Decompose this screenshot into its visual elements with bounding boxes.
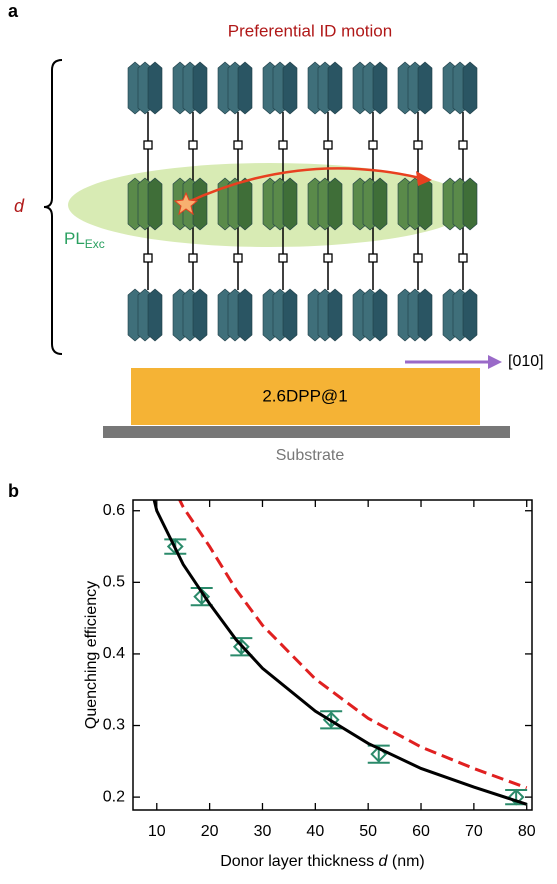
- x-tick-label: 80: [518, 823, 536, 840]
- y-tick-label: 0.6: [103, 502, 125, 519]
- x-tick-label: 60: [412, 823, 430, 840]
- layer-label: 2.6DPP@1: [262, 386, 347, 405]
- y-axis-label: Quenching efficiency: [83, 581, 100, 729]
- molecule-plate: [147, 288, 163, 342]
- diagram-title: Preferential ID motion: [228, 21, 392, 40]
- fit-curve: [152, 500, 528, 806]
- molecule-plate: [372, 61, 388, 115]
- linker-node: [278, 140, 288, 150]
- molecule-plate: [372, 177, 388, 231]
- molecule-plate: [417, 177, 433, 231]
- molecule-plate: [372, 288, 388, 342]
- molecule-plate: [282, 177, 298, 231]
- pl-text: PL: [64, 229, 85, 248]
- y-tick-label: 0.3: [103, 717, 125, 734]
- arrow-head: [488, 355, 502, 369]
- linker-node: [143, 253, 153, 263]
- molecule-plate: [417, 61, 433, 115]
- linker-node: [458, 140, 468, 150]
- linker-node: [278, 253, 288, 263]
- molecule-plate: [282, 288, 298, 342]
- molecule-plate: [192, 288, 208, 342]
- linker-node: [143, 140, 153, 150]
- panel-label: b: [8, 481, 19, 501]
- molecule-plate: [327, 288, 343, 342]
- molecule-plate: [192, 177, 208, 231]
- data-point: [166, 538, 184, 555]
- linker-node: [323, 140, 333, 150]
- linker-node: [413, 140, 423, 150]
- molecule-plate: [237, 61, 253, 115]
- motion-arrow: [185, 167, 421, 205]
- molecule-plate: [147, 61, 163, 115]
- panel-label: a: [8, 1, 19, 21]
- plot: 10 20 30 40 50 60 70 80 0.2 0.3 0.4 0.5 0.6 Quenching…: [83, 499, 536, 870]
- x-axis-label-part: Donor layer thickness: [220, 853, 374, 870]
- molecule-plate: [147, 177, 163, 231]
- y-tick-label: 0.4: [103, 645, 125, 662]
- x-tick-label: 70: [465, 823, 483, 840]
- linker-node: [368, 253, 378, 263]
- x-tick-label: 10: [148, 823, 166, 840]
- molecular-stacks: [127, 61, 478, 342]
- x-tick-label: 50: [359, 823, 377, 840]
- substrate: [103, 426, 510, 438]
- x-axis-label-part: (nm): [392, 853, 425, 870]
- data-point: [507, 788, 525, 806]
- data-point: [193, 588, 211, 606]
- bracket-label: d: [14, 196, 25, 216]
- plot-frame: [132, 499, 533, 811]
- molecule-plate: [327, 61, 343, 115]
- linker-node: [368, 140, 378, 150]
- pl-subscript: Exc: [85, 237, 105, 251]
- x-tick-label: 40: [306, 823, 324, 840]
- molecule-plate: [282, 61, 298, 115]
- molecule-plate: [462, 61, 478, 115]
- fit-curve: [178, 500, 528, 790]
- pl-label: PLExc: [64, 229, 105, 251]
- bracket: [43, 59, 63, 355]
- linker-node: [323, 253, 333, 263]
- x-tick-label: 20: [201, 823, 219, 840]
- linker-node: [458, 253, 468, 263]
- y-tick-label: 0.2: [103, 788, 125, 805]
- linker-node: [413, 253, 423, 263]
- substrate-label: Substrate: [276, 447, 345, 464]
- donor-layer: [131, 368, 480, 425]
- data-point: [232, 638, 250, 656]
- molecule-plate: [462, 177, 478, 231]
- linker-node: [233, 253, 243, 263]
- molecule-plate: [327, 177, 343, 231]
- direction-label: [010]: [508, 353, 544, 370]
- exciton-star: [173, 191, 199, 216]
- x-tick-label: 30: [254, 823, 272, 840]
- y-tick-label: 0.5: [103, 574, 125, 591]
- molecule-plate: [417, 288, 433, 342]
- linker-node: [233, 140, 243, 150]
- linker-node: [188, 253, 198, 263]
- linker-node: [188, 140, 198, 150]
- arrow-head: [416, 171, 432, 186]
- x-axis-label: Donor layer thickness d (nm): [220, 853, 425, 870]
- molecule-plate: [192, 61, 208, 115]
- x-axis-label-part: d: [379, 853, 389, 870]
- molecule-plate: [237, 288, 253, 342]
- molecule-plate: [462, 288, 478, 342]
- molecule-plate: [237, 177, 253, 231]
